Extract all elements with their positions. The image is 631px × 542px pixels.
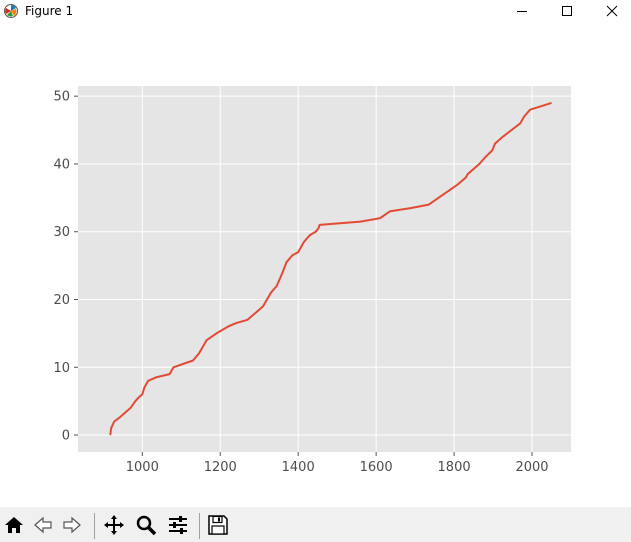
x-tick-label: 1000	[126, 460, 159, 475]
back-icon	[34, 516, 52, 534]
zoom-button[interactable]	[133, 512, 159, 538]
toolbar-separator	[94, 513, 95, 539]
x-tick-label: 1200	[204, 460, 237, 475]
forward-button[interactable]	[59, 512, 85, 538]
maximize-icon	[562, 6, 572, 16]
matplotlib-logo-icon	[3, 3, 19, 19]
x-tick-label: 1400	[282, 460, 315, 475]
configure-subplots-button[interactable]	[165, 512, 191, 538]
save-icon	[208, 515, 228, 535]
y-tick-label: 50	[53, 90, 70, 105]
minimize-icon	[517, 11, 527, 12]
window-title: Figure 1	[25, 4, 74, 18]
maximize-button[interactable]	[544, 0, 590, 22]
title-bar: Figure 1	[0, 0, 631, 24]
figure-canvas[interactable]: 1000 1200 1400 1600 1800 2000 0 10 20 30 40 50	[0, 24, 631, 507]
y-tick-label: 10	[53, 361, 70, 376]
y-tick-label: 20	[53, 293, 70, 308]
navigation-toolbar	[0, 507, 631, 542]
forward-icon	[63, 516, 81, 534]
grid-lines	[78, 86, 571, 452]
zoom-icon	[136, 515, 157, 536]
x-tick-label: 1800	[438, 460, 471, 475]
minimize-button[interactable]	[499, 0, 545, 22]
pan-button[interactable]	[101, 512, 127, 538]
save-button[interactable]	[205, 512, 231, 538]
y-tick-label: 40	[53, 157, 70, 172]
home-icon	[5, 517, 23, 533]
home-button[interactable]	[1, 512, 27, 538]
close-button[interactable]	[589, 0, 631, 22]
y-tick-label: 0	[62, 429, 70, 444]
configure-subplots-icon	[169, 516, 187, 534]
line-chart: 1000 1200 1400 1600 1800 2000 0 10 20 30 40 50	[53, 86, 571, 475]
close-icon	[606, 5, 618, 17]
x-tick-label: 1600	[360, 460, 393, 475]
toolbar-separator	[199, 513, 200, 539]
axis-ticks: 1000 1200 1400 1600 1800 2000 0 10 20 30 40 50	[53, 90, 548, 475]
data-series	[109, 101, 552, 436]
axes-background	[78, 86, 571, 452]
x-tick-label: 2000	[515, 460, 548, 475]
back-button[interactable]	[30, 512, 56, 538]
pan-icon	[104, 515, 124, 535]
y-tick-label: 30	[53, 225, 70, 240]
series-line	[109, 101, 552, 436]
